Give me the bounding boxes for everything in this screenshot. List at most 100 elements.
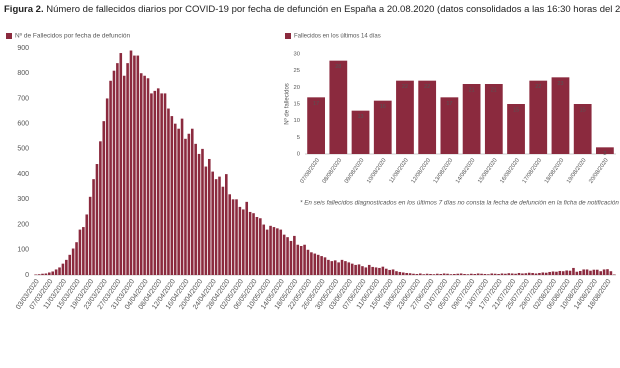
bar xyxy=(551,271,555,275)
figure-label: Figura 2. xyxy=(4,4,44,15)
bar xyxy=(310,252,313,275)
bar xyxy=(259,218,262,275)
y-tick-label: 20 xyxy=(294,85,300,91)
bar xyxy=(68,254,72,275)
bar xyxy=(527,272,531,275)
bar xyxy=(211,171,214,275)
bar xyxy=(170,116,174,275)
bar xyxy=(558,270,562,275)
bar xyxy=(521,273,524,275)
bar xyxy=(313,253,317,275)
data-label: 17 xyxy=(313,101,319,107)
bar xyxy=(296,244,300,275)
y-tick-label: 300 xyxy=(17,196,29,203)
bar xyxy=(136,55,140,275)
bar xyxy=(102,121,106,276)
bar xyxy=(596,147,614,154)
data-label: 21 xyxy=(491,87,497,93)
bar xyxy=(436,273,439,275)
x-tick-label: 20/08/2020 xyxy=(588,158,610,185)
bar xyxy=(92,179,95,275)
bar xyxy=(585,269,589,275)
bar xyxy=(544,272,548,275)
bar xyxy=(384,268,388,275)
y-tick-label: 5 xyxy=(297,135,300,141)
bar xyxy=(133,55,136,275)
bar xyxy=(299,245,303,275)
bar xyxy=(126,63,129,276)
bar xyxy=(524,273,528,275)
bar xyxy=(85,214,89,275)
bar xyxy=(163,93,167,276)
bar xyxy=(480,273,483,275)
y-tick-label: 800 xyxy=(17,70,29,77)
bar xyxy=(453,273,456,275)
data-label: 2 xyxy=(603,151,606,157)
bar xyxy=(575,271,579,275)
bar xyxy=(459,273,463,275)
bar xyxy=(493,273,497,275)
bar xyxy=(507,273,511,275)
bar xyxy=(396,80,414,154)
bar xyxy=(333,260,337,275)
bar xyxy=(351,110,370,154)
y-tick-label: 15 xyxy=(294,102,300,108)
bar xyxy=(286,237,289,275)
bar xyxy=(276,228,279,275)
x-tick-label: 19/08/2020 xyxy=(566,158,588,185)
bar xyxy=(41,273,44,275)
data-label: 15 xyxy=(580,107,586,113)
bar xyxy=(252,213,255,275)
bar xyxy=(514,273,517,275)
bar xyxy=(541,272,545,275)
bar xyxy=(231,199,235,275)
x-tick-label: 18/08/2020 xyxy=(544,158,566,185)
bar xyxy=(408,273,412,275)
bar xyxy=(201,148,204,275)
bar xyxy=(218,176,221,275)
bar xyxy=(316,254,320,275)
bar xyxy=(391,269,395,275)
bar xyxy=(51,271,55,275)
bar xyxy=(466,274,470,275)
bar xyxy=(439,273,443,275)
bar xyxy=(190,128,194,275)
bar xyxy=(37,274,41,275)
bar xyxy=(354,264,357,275)
bar xyxy=(71,248,75,275)
bar xyxy=(347,262,351,275)
bar xyxy=(150,93,153,276)
bar xyxy=(180,118,184,275)
bar xyxy=(606,269,609,275)
bar xyxy=(65,259,68,275)
y-tick-label: 0 xyxy=(25,272,29,279)
bar xyxy=(340,259,344,275)
x-tick-label: 17/08/2020 xyxy=(522,158,544,185)
bar xyxy=(529,80,548,154)
bar xyxy=(592,269,596,275)
data-label: 23 xyxy=(557,81,563,87)
bar xyxy=(361,266,364,275)
bar xyxy=(456,273,460,275)
bar xyxy=(378,267,381,275)
bar xyxy=(337,262,340,275)
data-label: 22 xyxy=(424,84,430,90)
y-tick-label: 900 xyxy=(17,45,29,52)
bar xyxy=(446,273,449,275)
x-tick-label: 07/08/2020 xyxy=(299,158,321,185)
bar xyxy=(248,211,252,275)
bar xyxy=(279,229,283,275)
bar xyxy=(578,270,582,275)
x-tick-label: 09/08/2020 xyxy=(344,158,366,185)
bar xyxy=(534,273,538,275)
bar xyxy=(44,273,48,275)
bar xyxy=(307,97,325,154)
x-tick-label: 08/08/2020 xyxy=(322,158,344,185)
bar xyxy=(245,201,249,275)
bar xyxy=(373,100,392,154)
bar xyxy=(323,257,327,275)
data-label: 16 xyxy=(380,104,386,110)
bar xyxy=(221,186,225,275)
bar xyxy=(143,75,146,275)
